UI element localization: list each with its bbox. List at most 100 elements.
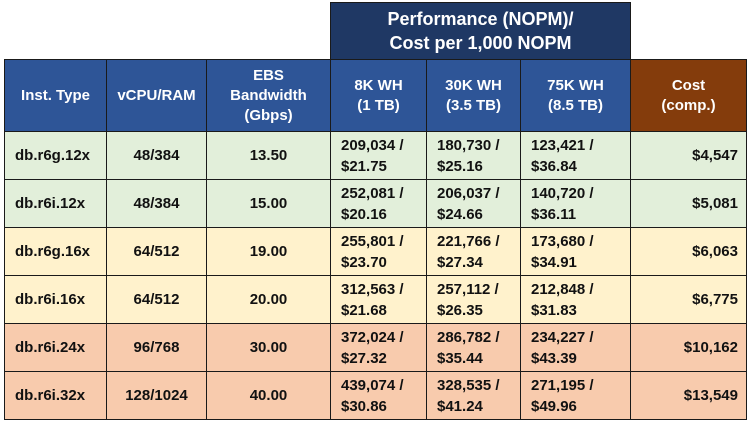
- cell-30k-wh: 257,112 / $26.35: [426, 275, 521, 324]
- cell-8k-wh: 252,081 / $20.16: [330, 179, 427, 228]
- table-row: db.r6i.24x 96/768 30.00 372,024 /$27.32 …: [4, 323, 747, 372]
- table-row: db.r6i.16x 64/512 20.00 312,563 /$21.68 …: [4, 275, 747, 324]
- cell-vcpu-ram: 96/768: [106, 323, 207, 372]
- cell-8k-cost: $20.16: [341, 205, 387, 223]
- cell-30k-wh: 286,782 / $35.44: [426, 323, 521, 372]
- cell-8k-wh: 312,563 / $21.68: [330, 275, 427, 324]
- cell-ebs: 20.00: [206, 275, 331, 324]
- cell-inst-type: db.r6i.32x: [4, 371, 107, 420]
- cell-ebs: 15.00: [206, 179, 331, 228]
- cell-75k-nopm: 173,680 /: [531, 232, 594, 250]
- cell-75k-wh: 123,421 / $36.84: [520, 131, 631, 180]
- cell-8k-cost: $23.70: [341, 253, 387, 271]
- col-header-75k-wh: 75K WH (8.5 TB): [520, 59, 631, 132]
- cell-75k-cost: $31.83: [531, 301, 577, 319]
- cell-8k-nopm: 312,563 /: [341, 280, 404, 298]
- header-spacer-right: [630, 2, 747, 60]
- cell-inst-type: db.r6i.24x: [4, 323, 107, 372]
- cell-30k-cost: $25.16: [437, 157, 483, 175]
- column-header-row: Inst. Type vCPU/RAM EBS Bandwidth (Gbps)…: [4, 59, 747, 132]
- col-header-ebs-line1: EBS: [253, 66, 284, 84]
- cell-75k-cost: $49.96: [531, 397, 577, 415]
- performance-group-header: Performance (NOPM)/ Cost per 1,000 NOPM: [330, 2, 631, 60]
- col-header-8k-line1: 8K WH: [354, 76, 403, 94]
- cell-75k-wh: 140,720 / $36.11: [520, 179, 631, 228]
- cell-8k-cost: $30.86: [341, 397, 387, 415]
- col-header-8k-wh: 8K WH (1 TB): [330, 59, 427, 132]
- col-header-30k-line2: (3.5 TB): [445, 96, 501, 114]
- cell-75k-cost: $36.11: [531, 205, 577, 223]
- cell-8k-wh: 439,074 / $30.86: [330, 371, 427, 420]
- cell-ebs: 30.00: [206, 323, 331, 372]
- cell-8k-nopm: 255,801 /: [341, 232, 404, 250]
- cell-75k-wh: 173,680 / $34.91: [520, 227, 631, 276]
- cell-8k-wh: 209,034 / $21.75: [330, 131, 427, 180]
- cell-75k-nopm: 140,720 /: [531, 184, 594, 202]
- header-spacer: [4, 2, 331, 60]
- cell-8k-nopm: 252,081 /: [341, 184, 404, 202]
- cell-75k-wh: 271,195 / $49.96: [520, 371, 631, 420]
- cell-ebs: 19.00: [206, 227, 331, 276]
- col-header-inst-type: Inst. Type: [4, 59, 107, 132]
- col-header-cost-line1: Cost: [671, 76, 706, 94]
- col-header-cost-line2: (comp.): [661, 96, 716, 114]
- cell-30k-nopm: 206,037 /: [437, 184, 500, 202]
- table-row: db.r6g.16x 64/512 19.00 255,801 /$23.70 …: [4, 227, 747, 276]
- cell-vcpu-ram: 48/384: [106, 179, 207, 228]
- cell-75k-cost: $34.91: [531, 253, 577, 271]
- cell-30k-nopm: 328,535 /: [437, 376, 500, 394]
- cell-vcpu-ram: 48/384: [106, 131, 207, 180]
- cell-8k-nopm: 209,034 /: [341, 136, 404, 154]
- cell-30k-nopm: 257,112 /: [437, 280, 499, 298]
- col-header-30k-line1: 30K WH: [445, 76, 502, 94]
- cell-30k-nopm: 286,782 /: [437, 328, 500, 346]
- col-header-ebs: EBS Bandwidth (Gbps): [206, 59, 331, 132]
- cell-cost: $10,162: [630, 323, 747, 372]
- cell-30k-wh: 221,766 / $27.34: [426, 227, 521, 276]
- cell-cost: $6,063: [630, 227, 747, 276]
- cell-30k-wh: 206,037 / $24.66: [426, 179, 521, 228]
- cell-vcpu-ram: 64/512: [106, 227, 207, 276]
- cell-75k-nopm: 123,421 /: [531, 136, 594, 154]
- cell-30k-wh: 328,535 / $41.24: [426, 371, 521, 420]
- cell-8k-nopm: 439,074 /: [341, 376, 404, 394]
- cell-8k-cost: $21.75: [341, 157, 387, 175]
- group-header-line1: Performance (NOPM)/: [387, 9, 574, 29]
- group-header-line2: Cost per 1,000 NOPM: [389, 33, 572, 53]
- cell-30k-cost: $35.44: [437, 349, 483, 367]
- col-header-8k-line2: (1 TB): [357, 96, 400, 114]
- cell-cost: $6,775: [630, 275, 747, 324]
- col-header-ebs-line3: (Gbps): [244, 106, 293, 124]
- table-row: db.r6i.32x 128/1024 40.00 439,074 / $30.8…: [4, 371, 747, 420]
- cell-75k-wh: 234,227 / $43.39: [520, 323, 631, 372]
- table-row: db.r6i.12x 48/384 15.00 252,081 /$20.16 …: [4, 179, 747, 228]
- cell-inst-type: db.r6i.12x: [4, 179, 107, 228]
- cell-vcpu-ram: 64/512: [106, 275, 207, 324]
- cell-cost: $13,549: [630, 371, 747, 420]
- cell-75k-nopm: 212,848 /: [531, 280, 594, 298]
- cell-inst-type: db.r6g.12x: [4, 131, 107, 180]
- cell-30k-wh: 180,730 / $25.16: [426, 131, 521, 180]
- cell-30k-cost: $24.66: [437, 205, 483, 223]
- col-header-vcpu-ram: vCPU/RAM: [106, 59, 207, 132]
- cell-8k-cost: $27.32: [341, 349, 387, 367]
- cell-8k-wh: 372,024 / $27.32: [330, 323, 427, 372]
- col-header-75k-line2: (8.5 TB): [547, 96, 603, 114]
- cell-75k-nopm: 234,227 /: [531, 328, 594, 346]
- col-header-75k-line1: 75K WH: [547, 76, 604, 94]
- cell-30k-cost: $41.24: [437, 397, 483, 415]
- cell-inst-type: db.r6i.16x: [4, 275, 107, 324]
- cell-30k-cost: $26.35: [437, 301, 483, 319]
- cell-8k-nopm: 372,024 /: [341, 328, 404, 346]
- cell-30k-nopm: 180,730 /: [437, 136, 500, 154]
- col-header-ebs-line2: Bandwidth: [230, 86, 307, 104]
- cell-75k-cost: $36.84: [531, 157, 577, 175]
- cell-75k-nopm: 271,195 /: [531, 376, 594, 394]
- col-header-cost: Cost (comp.): [630, 59, 747, 132]
- col-header-30k-wh: 30K WH (3.5 TB): [426, 59, 521, 132]
- cell-8k-cost: $21.68: [341, 301, 387, 319]
- cell-30k-cost: $27.34: [437, 253, 483, 271]
- cell-30k-nopm: 221,766 /: [437, 232, 500, 250]
- cell-75k-wh: 212,848 / $31.83: [520, 275, 631, 324]
